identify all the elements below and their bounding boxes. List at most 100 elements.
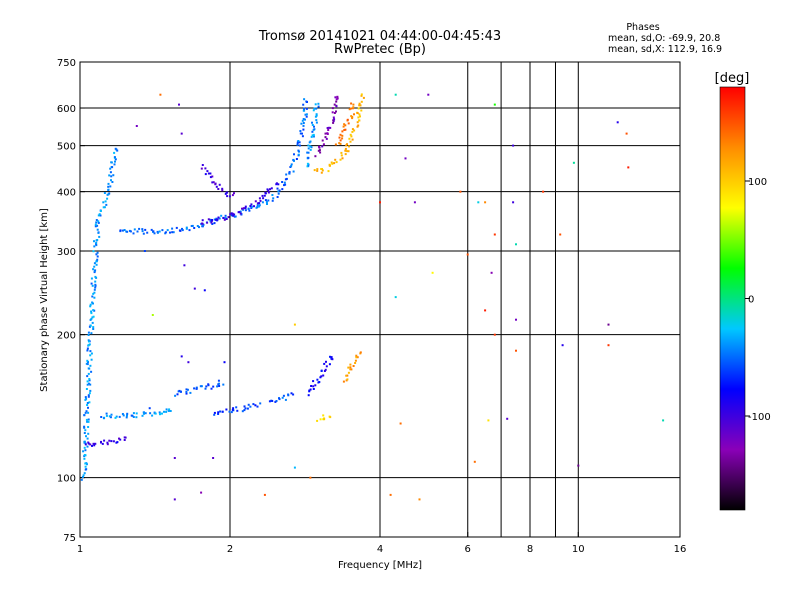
phases-x-stats: mean, sd,X: 112.9, 16.9 (608, 44, 722, 55)
colorbar (720, 87, 745, 510)
x-axis-label: Frequency [MHz] (338, 560, 422, 571)
echo-point (87, 442, 90, 445)
echo-point (267, 199, 270, 202)
echo-point (324, 136, 327, 139)
echo-point (121, 413, 124, 415)
echo-point (130, 414, 133, 417)
echo-point (290, 163, 293, 166)
echo-point (114, 160, 116, 163)
echo-point (86, 437, 89, 440)
echo-point (344, 147, 347, 150)
echo-point (96, 258, 99, 261)
echo-point (164, 231, 167, 234)
echo-point (86, 349, 89, 352)
echo-point (150, 228, 153, 231)
echo-point (84, 398, 87, 401)
echo-point (283, 184, 285, 187)
echo-point (559, 233, 562, 236)
echo-point (342, 380, 345, 383)
echo-point (311, 130, 314, 133)
echo-point (161, 412, 163, 415)
x-tick-label: 8 (527, 544, 533, 555)
echo-point (264, 199, 267, 202)
echo-point (143, 250, 146, 252)
echo-point (473, 460, 476, 463)
echo-point (223, 361, 226, 364)
echo-point (83, 446, 86, 449)
x-tick-label: 4 (377, 544, 383, 555)
echo-point (344, 149, 347, 152)
echo-point (322, 374, 325, 377)
echo-point (189, 391, 192, 394)
echo-point (242, 208, 245, 211)
echo-point (171, 231, 174, 234)
echo-point (207, 218, 210, 221)
echo-point (89, 305, 92, 308)
echo-point (209, 176, 212, 179)
echo-point (86, 380, 89, 383)
echo-point (132, 412, 135, 415)
y-tick-label: 400 (57, 188, 76, 199)
echo-point (185, 391, 188, 393)
echo-point (212, 385, 215, 388)
echo-point (93, 288, 96, 291)
echo-point (616, 121, 619, 124)
echo-point (201, 219, 204, 222)
echo-point (320, 375, 323, 378)
echo-point (94, 275, 97, 278)
echo-point (335, 100, 338, 103)
echo-point (249, 205, 252, 207)
echo-point (87, 394, 90, 397)
echo-point (263, 194, 266, 197)
echo-point (172, 231, 175, 234)
echo-point (141, 230, 144, 233)
echo-point (87, 420, 90, 423)
echo-point (123, 439, 126, 441)
echo-point (335, 161, 338, 164)
echo-point (282, 394, 285, 397)
echo-point (193, 387, 196, 390)
echo-point (251, 205, 254, 208)
echo-point (292, 170, 295, 173)
echo-point (288, 171, 291, 174)
echo-point (110, 440, 113, 443)
echo-point (270, 187, 273, 190)
echo-point (83, 440, 86, 443)
echo-point (94, 269, 97, 272)
echo-point (320, 168, 323, 170)
echo-point (116, 149, 119, 152)
echo-point (339, 158, 342, 161)
echo-point (311, 121, 313, 124)
echo-point (350, 107, 352, 110)
echo-point (239, 210, 242, 213)
plot-area: 75 100 200 300 400 500 600 750 1 2 4 6 8 10 16 (57, 58, 686, 555)
echo-point (179, 390, 182, 393)
echo-point (244, 207, 247, 210)
echo-point (146, 231, 149, 234)
echo-point (211, 219, 214, 221)
data-points (80, 93, 665, 501)
echo-point (87, 361, 89, 363)
echo-point (135, 125, 138, 127)
echo-point (111, 166, 114, 169)
echo-point (258, 202, 261, 205)
echo-point (94, 284, 97, 287)
echo-point (484, 201, 487, 204)
echo-point (88, 340, 90, 343)
echo-point (296, 143, 299, 146)
echo-point (218, 382, 220, 385)
echo-point (123, 229, 126, 231)
echo-point (94, 442, 97, 445)
echo-point (126, 412, 129, 415)
echo-point (304, 118, 306, 121)
echo-point (317, 105, 320, 108)
echo-point (323, 418, 326, 421)
echo-point (305, 100, 308, 103)
echo-point (223, 218, 226, 221)
echo-point (102, 417, 105, 420)
echo-point (191, 224, 194, 227)
echo-point (627, 166, 630, 169)
echo-point (85, 410, 88, 413)
phases-o-stats: mean, sd,O: -69.9, 20.8 (608, 33, 720, 44)
